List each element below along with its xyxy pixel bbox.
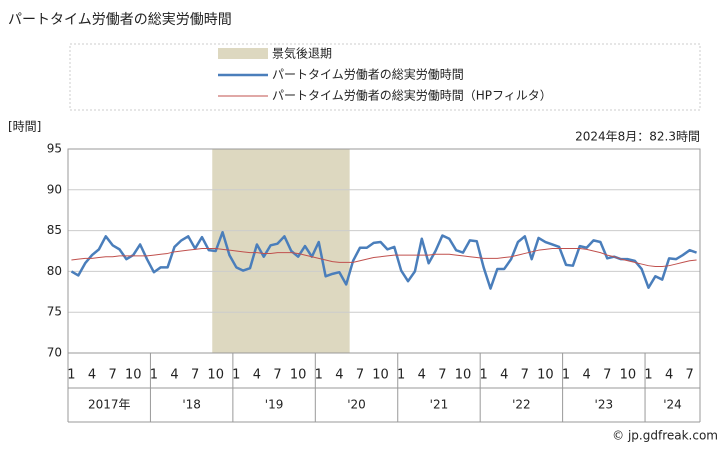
x-tick-label: 7 [521, 368, 529, 383]
y-tick-label: 75 [47, 305, 62, 319]
x-tick-label: 4 [88, 368, 96, 383]
legend-swatch [218, 48, 268, 59]
x-tick-label: 7 [603, 368, 611, 383]
x-tick-label: 1 [562, 368, 570, 383]
x-tick-label: 7 [686, 368, 694, 383]
x-tick-label: 10 [620, 368, 637, 383]
x-tick-label: 10 [290, 368, 307, 383]
legend-label: 景気後退期 [272, 46, 332, 61]
y-tick-label: 70 [47, 346, 62, 360]
legend-label: パートタイム労働者の総実労働時間（HPフィルタ） [272, 88, 552, 103]
year-label: '23 [595, 398, 614, 412]
x-tick-label: 10 [372, 368, 389, 383]
source: © jp.gdfreak.com [612, 429, 718, 443]
x-tick-label: 1 [479, 368, 487, 383]
plot-frame [67, 148, 701, 354]
x-tick-label: 1 [150, 368, 158, 383]
x-tick-label: 7 [191, 368, 199, 383]
x-tick-label: 7 [273, 368, 281, 383]
y-tick-label: 90 [47, 182, 62, 196]
year-label: '21 [430, 398, 449, 412]
x-tick-label: 4 [170, 368, 178, 383]
x-tick-label: 10 [537, 368, 554, 383]
series-line [71, 248, 697, 267]
x-tick-label: 1 [67, 368, 75, 383]
x-tick-label: 4 [583, 368, 591, 383]
chart-title: パートタイム労働者の総実労働時間 [8, 12, 232, 28]
x-tick-label: 4 [665, 368, 673, 383]
x-tick-label: 10 [125, 368, 142, 383]
year-label: '24 [663, 398, 682, 412]
year-label: '22 [512, 398, 531, 412]
x-tick-label: 10 [207, 368, 224, 383]
x-tick-label: 1 [315, 368, 323, 383]
y-tick-label: 80 [47, 264, 62, 278]
legend-label: パートタイム労働者の総実労働時間 [272, 67, 464, 82]
x-tick-label: 7 [109, 368, 117, 383]
x-tick-label: 4 [500, 368, 508, 383]
year-label: '18 [182, 398, 201, 412]
year-label: 2017年 [88, 398, 131, 412]
x-tick-label: 4 [335, 368, 343, 383]
x-tick-label: 1 [397, 368, 405, 383]
annotation: 2024年8月：82.3時間 [575, 130, 700, 144]
year-label: '19 [265, 398, 284, 412]
x-tick-label: 7 [356, 368, 364, 383]
series-line [70, 230, 697, 290]
y-tick-label: 85 [47, 223, 62, 237]
x-tick-label: 7 [438, 368, 446, 383]
x-tick-label: 1 [644, 368, 652, 383]
x-tick-label: 4 [418, 368, 426, 383]
year-label: '20 [347, 398, 366, 412]
x-tick-label: 10 [455, 368, 472, 383]
y-tick-label: 95 [47, 142, 62, 156]
y-axis-label: [時間] [8, 120, 41, 134]
x-tick-label: 1 [232, 368, 240, 383]
x-tick-label: 4 [253, 368, 261, 383]
